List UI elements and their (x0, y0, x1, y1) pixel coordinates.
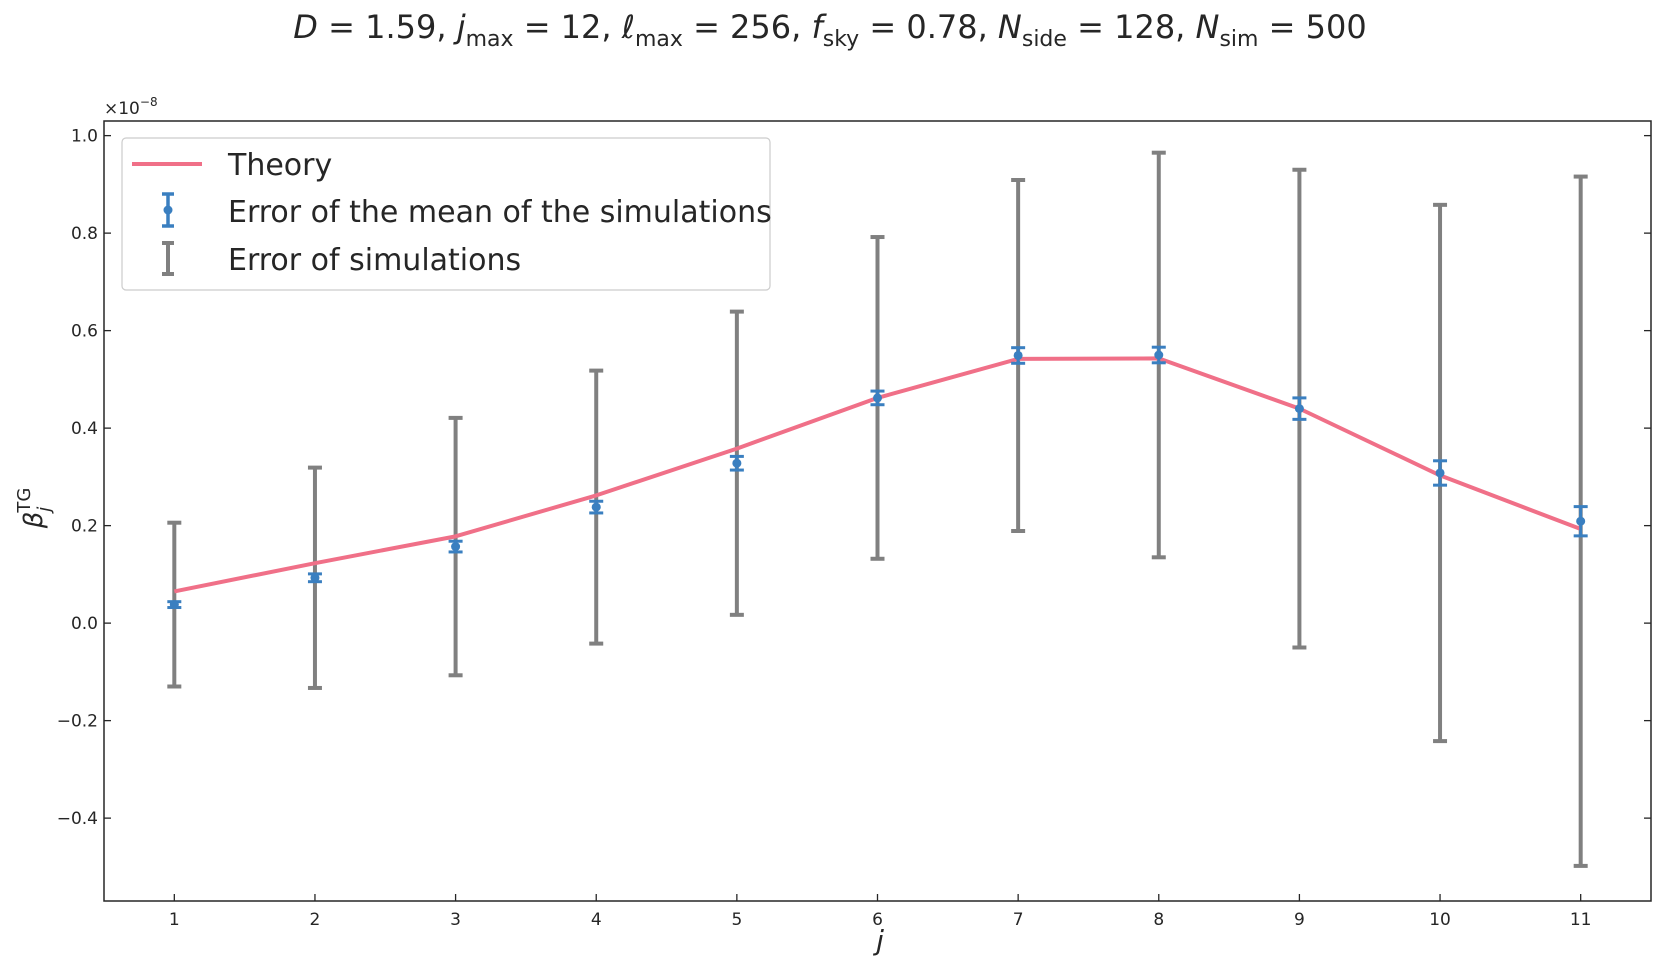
mean-error-point (1013, 350, 1023, 360)
x-tick-label: 1 (169, 910, 180, 930)
legend-mean-error-swatch (162, 192, 174, 228)
legend-box (121, 137, 771, 291)
mean-error-point (310, 573, 320, 583)
x-tick-label: 2 (310, 910, 321, 930)
mean-error-point (732, 458, 742, 468)
legend-theory-label: Theory (227, 148, 332, 183)
legend-sim-error-swatch (162, 241, 174, 276)
chart-title: D = 1.59, jmax = 12, ℓmax = 256, fsky = … (293, 8, 1366, 52)
y-tick-label: 0.2 (71, 517, 98, 537)
legend-sim-error-label: Error of simulations (228, 243, 521, 278)
legend: Theory Error of the mean of the simulati… (121, 137, 772, 291)
mean-error-point (169, 600, 179, 610)
x-tick-label: 8 (1153, 910, 1164, 930)
x-tick-label: 4 (591, 910, 602, 930)
x-tick-label: 5 (731, 910, 742, 930)
x-tick-label: 3 (450, 910, 461, 930)
mean-error-layer (167, 345, 1588, 610)
legend-mean-error-label: Error of the mean of the simulations (228, 195, 772, 230)
mean-error-point (1154, 350, 1164, 360)
mean-error-point (451, 542, 461, 552)
y-tick-label: 0.4 (71, 419, 98, 439)
x-tick-label: 10 (1429, 910, 1451, 930)
x-tick-label: 6 (872, 910, 883, 930)
y-tick-label: 0.6 (71, 322, 98, 342)
mean-error-point (1435, 468, 1445, 478)
mean-error-point (591, 502, 601, 512)
y-offset-label: ×10−8 (104, 95, 158, 119)
x-tick-label: 7 (1013, 910, 1024, 930)
x-tick-label: 9 (1294, 910, 1305, 930)
y-tick-label: 0.0 (71, 614, 98, 634)
mean-error-point (873, 393, 882, 403)
y-tick-label: −0.4 (57, 809, 98, 829)
x-tick-label: 11 (1570, 910, 1592, 930)
ticks-layer: 1 2 3 4 5 6 7 8 9 10 11 −0.4 −0.2 0.0 0.2 0.4 0.6 0.8 1.0 (57, 127, 1651, 930)
y-tick-label: −0.2 (57, 712, 98, 732)
y-tick-label: 0.8 (71, 224, 98, 244)
y-tick-label: 1.0 (71, 127, 98, 147)
mean-error-point (1576, 516, 1586, 526)
y-axis-label: βjTG (14, 488, 55, 530)
mean-error-point (1294, 404, 1304, 414)
